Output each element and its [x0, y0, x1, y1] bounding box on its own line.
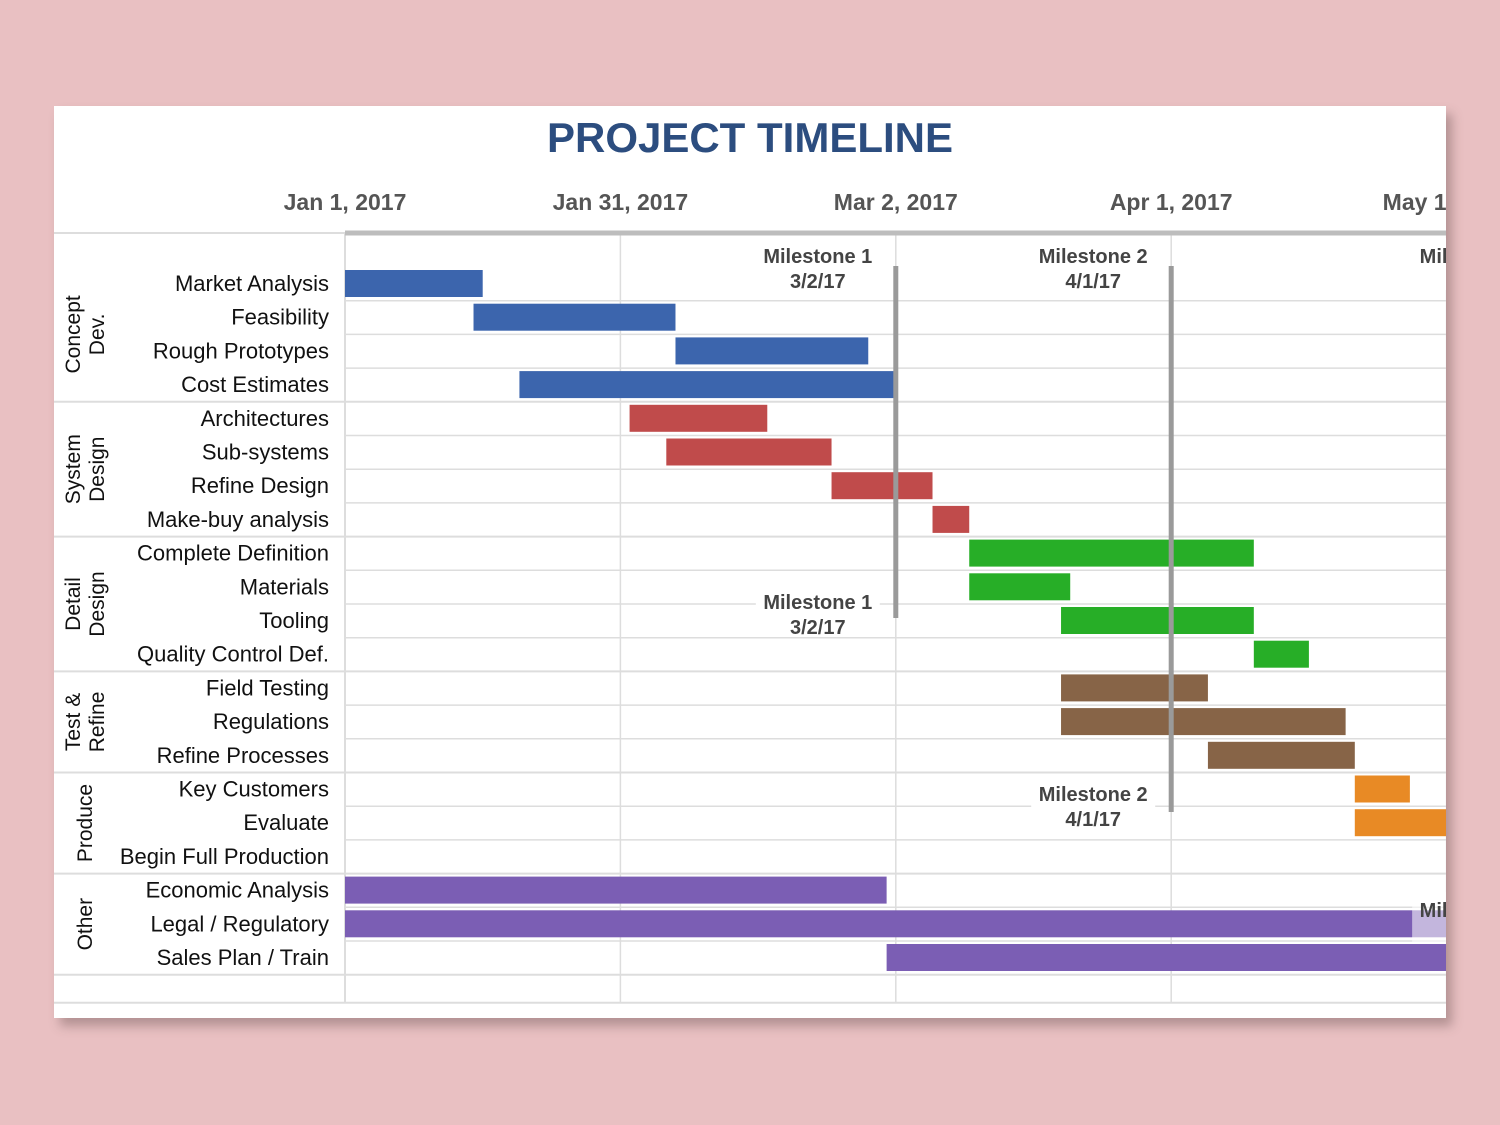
milestone-label-bg: [1412, 238, 1446, 290]
task-label: Field Testing: [206, 675, 329, 700]
milestone-name: Milestone 3: [1420, 246, 1446, 268]
milestone-name: Milestone 3: [1420, 900, 1446, 922]
milestone-date: 4/1/17: [1065, 809, 1121, 831]
task-label: Economic Analysis: [146, 878, 329, 903]
task-label: Legal / Regulatory: [150, 911, 329, 936]
task-label: Refine Design: [191, 473, 329, 498]
date-tick-label: Jan 31, 2017: [553, 189, 689, 215]
date-axis-labels: Jan 1, 2017 Jan 31, 2017 Mar 2, 2017 Apr 1,…: [284, 189, 1446, 215]
phase-label: Test &Refine: [62, 692, 109, 753]
task-bar: [1061, 674, 1208, 702]
task-label: Cost Estimates: [181, 372, 329, 397]
task-label: Architectures: [201, 406, 329, 431]
gantt-chart: PROJECT TIMELINE Jan 1, 2017 Jan 31, 2017…: [54, 114, 1446, 1004]
task-bar: [886, 944, 1446, 971]
milestone-label: Milestone 1 3/2/17: [755, 584, 880, 639]
milestone-name: Milestone 1: [763, 592, 872, 614]
milestone-label-bg: [1412, 892, 1446, 944]
task-bar: [345, 270, 483, 297]
milestone-label: Milestone 2 4/1/17: [1031, 776, 1156, 831]
date-tick-label: Jan 1, 2017: [284, 189, 407, 215]
milestone-label: Milestone 2 4/1/17: [1031, 238, 1156, 293]
task-label: Key Customers: [179, 777, 329, 802]
chart-title: PROJECT TIMELINE: [547, 114, 953, 161]
milestone-label-bg: [1031, 776, 1156, 828]
milestone-label: Milestone 35/4/17: [1412, 238, 1446, 290]
milestone-label-bg: [1031, 238, 1156, 290]
milestone-name: Milestone 2: [1039, 784, 1148, 806]
task-bar: [666, 438, 832, 466]
phase-label: DetailDesign: [62, 571, 109, 636]
task-bar: [345, 910, 1446, 938]
task-label: Sales Plan / Train: [157, 945, 329, 970]
task-bar: [1354, 775, 1410, 803]
milestone-date: 4/1/17: [1065, 271, 1121, 293]
task-label: Materials: [240, 574, 329, 599]
date-tick-label: Apr 1, 2017: [1110, 189, 1233, 215]
task-label: Complete Definition: [137, 541, 329, 566]
task-bar: [1253, 640, 1309, 668]
milestone-label: Milestone 1 3/2/17: [755, 238, 880, 293]
milestone-name: Milestone 2: [1039, 246, 1148, 268]
task-bar: [629, 404, 768, 432]
task-bar: [345, 876, 887, 904]
date-tick-label: Mar 2, 2017: [834, 189, 958, 215]
task-label: Rough Prototypes: [153, 338, 329, 363]
task-label: Sub-systems: [202, 440, 329, 465]
task-bar: [969, 573, 1071, 601]
task-label: Regulations: [213, 709, 329, 734]
task-bar: [1061, 607, 1254, 634]
task-label: Begin Full Production: [120, 844, 329, 869]
task-label: Refine Processes: [157, 743, 329, 768]
task-label: Market Analysis: [175, 271, 329, 296]
task-label: Evaluate: [243, 810, 329, 835]
task-bar: [831, 472, 933, 500]
phase-label: ConceptDev.: [62, 295, 109, 373]
milestone-date: 3/2/17: [790, 617, 846, 639]
task-labels: ConceptDev. SystemDesign DetailDesign Test …: [62, 271, 329, 970]
timeline-sheet: PROJECT TIMELINE Jan 1, 2017 Jan 31, 2017…: [54, 106, 1446, 1018]
milestone-date: 3/2/17: [790, 271, 846, 293]
milestone-label: Milestone 35/4/17: [1412, 892, 1446, 944]
task-bar: [969, 539, 1254, 567]
phase-label: Other: [74, 898, 97, 951]
task-label: Tooling: [259, 608, 329, 633]
phase-label: SystemDesign: [62, 434, 109, 504]
task-bar: [1354, 809, 1446, 837]
task-bar: [932, 505, 970, 533]
task-label: Quality Control Def.: [137, 642, 329, 667]
task-label: Make-buy analysis: [147, 507, 329, 532]
task-bar: [519, 371, 896, 399]
task-bar: [1207, 741, 1355, 769]
task-bar: [473, 303, 676, 331]
milestone-name: Milestone 1: [763, 246, 872, 268]
task-bar: [675, 337, 869, 365]
task-bars: [345, 270, 1446, 971]
task-label: Feasibility: [231, 305, 329, 330]
grid-lines: [54, 230, 1446, 1004]
milestone-label-bg: [755, 238, 880, 290]
phase-label: Produce: [74, 784, 97, 862]
task-bar: [1061, 708, 1346, 736]
date-tick-label: May 1, 2017: [1383, 189, 1446, 215]
milestone-label-bg: [755, 584, 880, 636]
